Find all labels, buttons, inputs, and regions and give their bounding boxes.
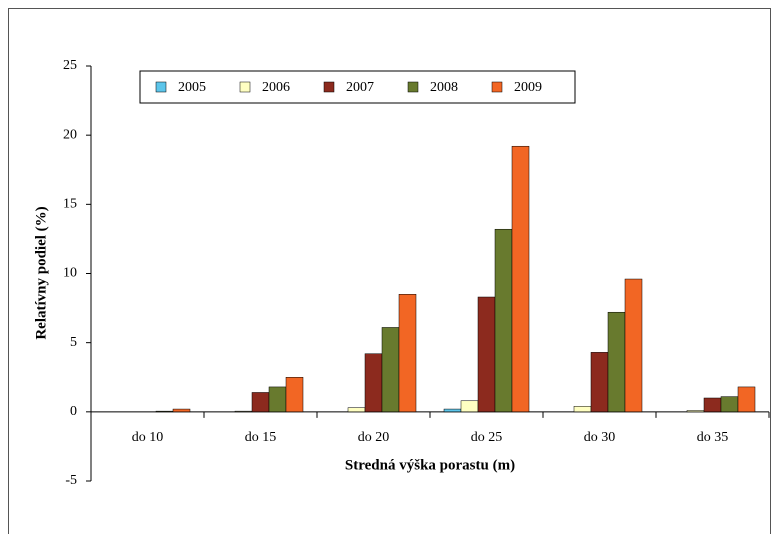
y-tick-label: 15 [63,197,77,212]
legend-swatch [407,81,419,93]
frame [8,8,771,534]
x-axis-title: Stredná výška porastu (m) [345,457,515,473]
legend-label: 2009 [514,80,542,95]
legend-label: 2006 [262,80,290,95]
y-tick-label: -5 [65,473,77,488]
bar [381,327,400,413]
bar [347,407,366,413]
bar [703,397,722,413]
bar [607,311,626,413]
x-tick-label: do 30 [584,430,616,445]
y-tick-label: 10 [63,266,77,281]
y-tick-label: 25 [63,58,77,73]
bar [624,278,643,413]
x-tick-label: do 20 [358,430,390,445]
bar [234,410,253,413]
bar [573,406,592,413]
x-tick-label: do 15 [245,430,277,445]
bar [511,145,530,413]
bar [251,392,270,413]
legend-label: 2007 [346,80,374,95]
bar [477,296,496,413]
bar [737,386,756,413]
legend-label: 2005 [178,80,206,95]
y-tick-label: 5 [70,335,77,350]
legend-swatch [323,81,335,93]
bar [172,408,191,413]
legend-label: 2008 [430,80,458,95]
bar [398,294,417,413]
x-tick-label: do 25 [471,430,503,445]
bar [590,352,609,413]
bar [443,408,462,413]
bar [494,228,513,413]
bar [686,410,705,413]
bar [460,400,479,413]
bar [285,377,304,413]
legend-swatch [491,81,503,93]
x-tick-label: do 10 [132,430,164,445]
x-tick-label: do 35 [697,430,729,445]
legend-swatch [239,81,251,93]
legend-swatch [155,81,167,93]
y-tick-label: 20 [63,127,77,142]
bar [155,410,174,413]
legend-box [139,70,576,104]
bar [268,386,287,413]
y-tick-label: 0 [70,404,77,419]
y-axis-title: Relatívny podiel (%) [33,206,49,339]
bar [720,396,739,413]
bar [364,353,383,413]
